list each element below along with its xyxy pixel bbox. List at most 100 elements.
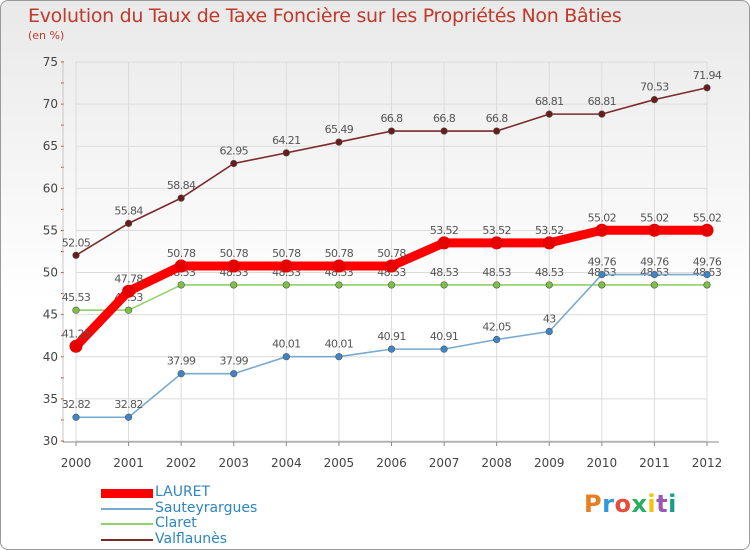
data-label-lauret: 50.78 <box>325 247 354 260</box>
data-point-claret <box>387 281 396 289</box>
data-point-sauteyrargues <box>335 353 343 361</box>
data-label-valflaunes: 66.8 <box>433 112 456 125</box>
data-label-lauret: 53.52 <box>430 224 459 237</box>
data-point-lauret <box>437 236 451 250</box>
data-point-claret <box>124 306 133 314</box>
proxiti-logo: Proxiti <box>584 490 677 518</box>
data-label-sauteyrargues: 42.05 <box>482 321 511 334</box>
data-label-valflaunes: 71.94 <box>693 69 722 82</box>
data-label-lauret: 55.02 <box>693 211 722 224</box>
data-label-lauret: 50.78 <box>377 247 406 260</box>
legend-swatch <box>101 507 153 510</box>
data-point-sauteyrargues <box>230 370 238 378</box>
data-label-sauteyrargues: 40.01 <box>272 338 301 351</box>
data-point-sauteyrargues <box>177 370 185 378</box>
y-tick-label: 75 <box>43 55 58 69</box>
data-point-claret <box>177 281 185 289</box>
data-label-valflaunes: 52.05 <box>62 236 91 249</box>
data-point-valflaunes <box>440 127 448 135</box>
data-point-claret <box>703 281 711 289</box>
data-point-claret <box>230 281 238 289</box>
data-label-claret: 48.53 <box>430 266 459 279</box>
data-label-sauteyrargues: 32.82 <box>114 398 143 411</box>
legend-label: Sauteyrargues <box>155 499 258 516</box>
data-label-sauteyrargues: 40.91 <box>377 330 406 343</box>
data-label-sauteyrargues: 32.82 <box>62 398 91 411</box>
data-point-valflaunes <box>387 127 396 135</box>
logo-letter: i <box>668 490 677 518</box>
data-point-lauret <box>542 236 556 250</box>
legend-label: Valflaunès <box>155 530 228 547</box>
data-label-claret: 48.53 <box>535 266 564 279</box>
data-point-sauteyrargues <box>387 345 396 353</box>
data-label-lauret: 50.78 <box>167 247 196 260</box>
data-label-sauteyrargues: 49.76 <box>640 256 669 269</box>
data-point-sauteyrargues <box>703 270 711 279</box>
data-point-valflaunes <box>493 127 501 135</box>
x-tick-label: 2008 <box>481 456 512 470</box>
data-point-valflaunes <box>230 159 238 168</box>
data-point-claret <box>545 281 553 289</box>
y-tick-label: 35 <box>43 392 58 406</box>
data-point-sauteyrargues <box>440 345 448 353</box>
data-point-valflaunes <box>335 138 343 146</box>
x-tick-label: 2000 <box>61 456 92 470</box>
data-label-valflaunes: 70.53 <box>640 81 669 94</box>
data-point-valflaunes <box>545 110 553 118</box>
data-point-valflaunes <box>177 194 185 202</box>
x-tick-label: 2011 <box>639 456 670 470</box>
logo-letter: r <box>602 490 615 518</box>
y-tick-label: 45 <box>43 308 58 322</box>
data-point-claret <box>282 281 290 289</box>
y-tick-label: 55 <box>43 223 58 237</box>
data-label-valflaunes: 68.81 <box>535 95 564 108</box>
data-point-sauteyrargues <box>72 413 80 421</box>
logo-letter: i <box>647 490 657 518</box>
legend-label: Claret <box>155 515 197 531</box>
data-label-valflaunes: 64.21 <box>272 134 301 147</box>
data-label-valflaunes: 55.84 <box>114 204 143 217</box>
data-point-lauret <box>700 223 714 237</box>
y-tick-label: 65 <box>43 139 58 153</box>
data-label-valflaunes: 66.8 <box>380 112 403 125</box>
data-label-lauret: 53.52 <box>482 224 511 237</box>
x-tick-label: 2009 <box>534 456 565 470</box>
data-point-sauteyrargues <box>598 270 606 279</box>
data-label-lauret: 50.78 <box>272 247 301 260</box>
data-point-lauret <box>647 223 661 237</box>
data-label-lauret: 47.78 <box>114 272 143 285</box>
data-point-lauret <box>385 259 398 273</box>
y-tick-label: 70 <box>43 97 58 111</box>
data-label-lauret: 41.25 <box>62 327 91 340</box>
x-tick-label: 2010 <box>587 456 618 470</box>
logo-letter: P <box>584 490 603 518</box>
data-label-lauret: 55.02 <box>588 211 617 224</box>
data-label-valflaunes: 65.49 <box>325 123 354 136</box>
data-point-lauret <box>122 284 136 298</box>
logo-letter: t <box>656 490 669 518</box>
data-label-lauret: 53.52 <box>535 224 564 237</box>
data-label-valflaunes: 62.95 <box>220 144 249 157</box>
data-label-sauteyrargues: 49.76 <box>693 256 722 269</box>
legend-swatch <box>101 489 153 498</box>
data-point-valflaunes <box>703 84 711 92</box>
legend-label: LAURET <box>155 484 211 500</box>
data-point-valflaunes <box>72 251 80 259</box>
data-point-sauteyrargues <box>650 270 659 279</box>
data-point-lauret <box>174 259 188 273</box>
data-point-claret <box>598 281 606 289</box>
data-point-sauteyrargues <box>124 413 133 421</box>
data-label-lauret: 50.78 <box>220 247 249 260</box>
x-tick-label: 2001 <box>113 456 144 470</box>
data-point-valflaunes <box>598 110 606 118</box>
data-label-sauteyrargues: 43 <box>543 313 556 326</box>
data-point-valflaunes <box>124 219 133 227</box>
x-tick-label: 2012 <box>692 456 723 470</box>
logo-letter: o <box>614 490 632 518</box>
data-label-claret: 48.53 <box>482 266 511 279</box>
data-point-claret <box>440 281 448 289</box>
data-point-claret <box>493 281 501 289</box>
data-point-sauteyrargues <box>545 327 553 336</box>
data-label-sauteyrargues: 37.99 <box>220 355 249 368</box>
